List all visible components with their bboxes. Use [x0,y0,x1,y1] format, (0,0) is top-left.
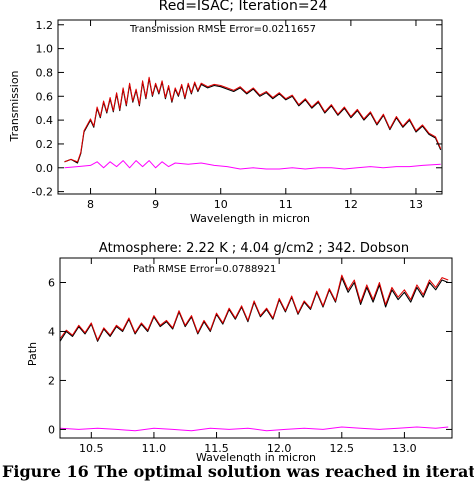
transmission-series-line-1 [64,76,442,163]
path-y-tick-label: 0 [48,423,55,436]
transmission-x-tick-label: 8 [87,198,94,211]
path-chart-title: Atmosphere: 2.22 K ; 4.04 g/cm2 ; 342. D… [99,241,409,256]
path-x-axis-label: Wavelength in micron [196,451,316,462]
path-x-tick-label: 11.5 [204,442,229,455]
transmission-rmse-annotation: Transmission RMSE Error=0.0211657 [129,24,316,35]
transmission-y-tick-label: 0.8 [36,66,54,79]
transmission-y-tick-label: 1.2 [36,19,54,32]
transmission-series-line-0 [64,77,442,164]
path-plot-frame [59,257,453,439]
transmission-y-tick-label: 0.2 [36,138,54,151]
transmission-y-tick-label: 0.0 [36,162,54,175]
path-y-axis-label: Path [26,342,39,366]
transmission-y-tick-label: 0.6 [36,90,54,103]
transmission-plot-frame [57,19,443,195]
transmission-x-tick-label: 9 [152,198,159,211]
path-x-tick-label: 12.5 [330,442,355,455]
transmission-chart-title: Red=ISAC; Iteration=24 [159,0,328,14]
transmission-y-tick-label: -0.2 [32,186,53,199]
figure-canvas: Red=ISAC; Iteration=24 Transmission RMSE… [8,0,453,462]
path-x-tick-label: 13.0 [392,442,417,455]
path-series-line-2 [60,426,449,432]
path-rmse-annotation: Path RMSE Error=0.0788921 [133,264,276,275]
transmission-y-tick-label: 0.4 [36,114,54,127]
path-series-line-1 [60,274,449,341]
path-series-line-0 [60,277,449,342]
transmission-x-axis-label: Wavelength in micron [190,212,310,225]
path-y-tick-label: 6 [48,276,55,289]
transmission-x-tick-label: 10 [214,198,228,211]
transmission-y-tick-label: 1.0 [36,43,54,56]
transmission-x-tick-label: 12 [344,198,358,211]
path-x-tick-label: 11.0 [142,442,167,455]
path-chart: Atmosphere: 2.22 K ; 4.04 g/cm2 ; 342. D… [26,241,453,462]
transmission-x-tick-label: 13 [409,198,423,211]
transmission-chart: Red=ISAC; Iteration=24 Transmission RMSE… [8,0,443,225]
transmission-y-axis-label: Transmission [8,70,21,142]
path-x-tick-label: 10.5 [79,442,104,455]
transmission-series-line-2 [64,160,441,170]
path-x-tick-label: 12.0 [267,442,292,455]
path-y-tick-label: 2 [48,374,55,387]
path-y-tick-label: 4 [48,325,55,338]
transmission-x-tick-label: 11 [279,198,293,211]
figure-caption: Figure 16 The optimal solution was reach… [2,462,474,481]
